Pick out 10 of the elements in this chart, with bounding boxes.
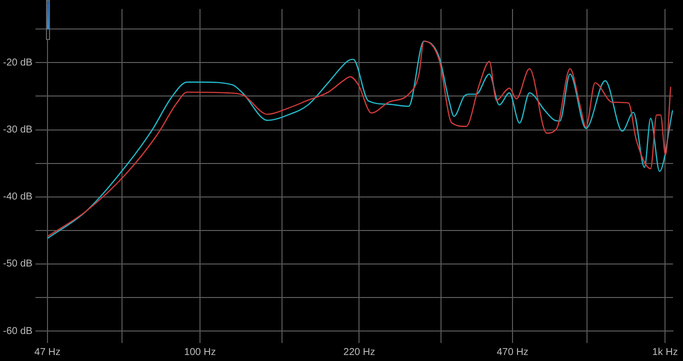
- y-tick-label: -20 dB: [2, 57, 33, 68]
- y-tick-label: -40 dB: [2, 192, 33, 203]
- y-tick-label: -60 dB: [2, 326, 33, 337]
- y-tick-label: -50 dB: [2, 258, 33, 270]
- x-tick-label: 1k Hz: [652, 346, 678, 358]
- x-tick-label: 220 Hz: [343, 346, 376, 358]
- y-tick-label: -30 dB: [2, 124, 33, 136]
- x-tick-label: 100 Hz: [184, 346, 216, 358]
- x-tick-label: 47 Hz: [34, 346, 61, 358]
- x-tick-label: 470 Hz: [496, 346, 528, 358]
